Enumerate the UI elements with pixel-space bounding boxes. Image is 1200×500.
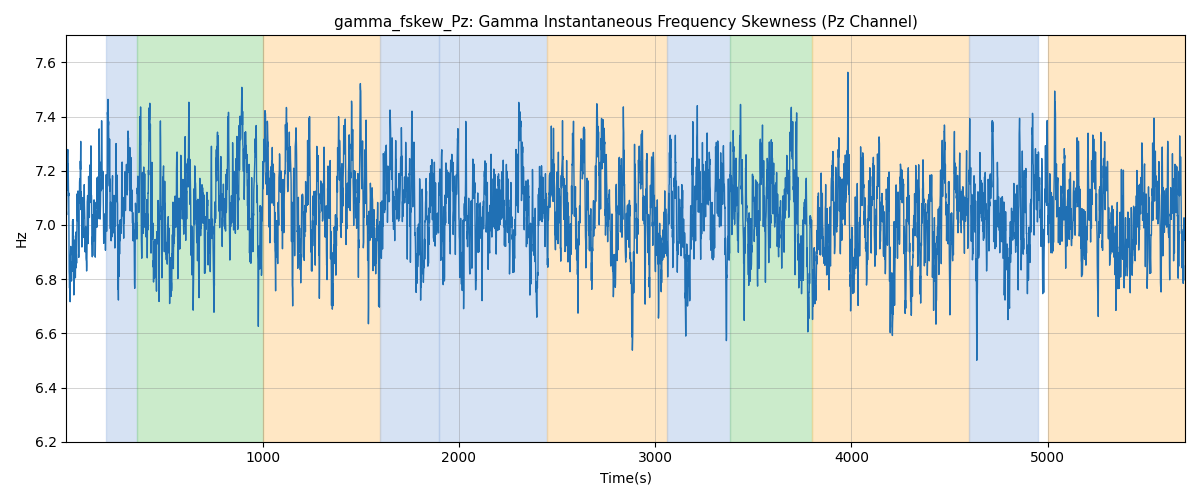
Bar [380, 36, 439, 442]
Bar [137, 36, 263, 442]
Bar [263, 36, 380, 442]
Bar [812, 36, 970, 442]
Bar [547, 36, 667, 442]
Bar [970, 36, 1038, 442]
Bar [667, 36, 730, 442]
Bar [730, 36, 812, 442]
Y-axis label: Hz: Hz [16, 230, 29, 248]
Bar [1048, 36, 1186, 442]
Bar [439, 36, 547, 442]
X-axis label: Time(s): Time(s) [600, 471, 652, 485]
Bar [106, 36, 137, 442]
Title: gamma_fskew_Pz: Gamma Instantaneous Frequency Skewness (Pz Channel): gamma_fskew_Pz: Gamma Instantaneous Freq… [334, 15, 918, 31]
